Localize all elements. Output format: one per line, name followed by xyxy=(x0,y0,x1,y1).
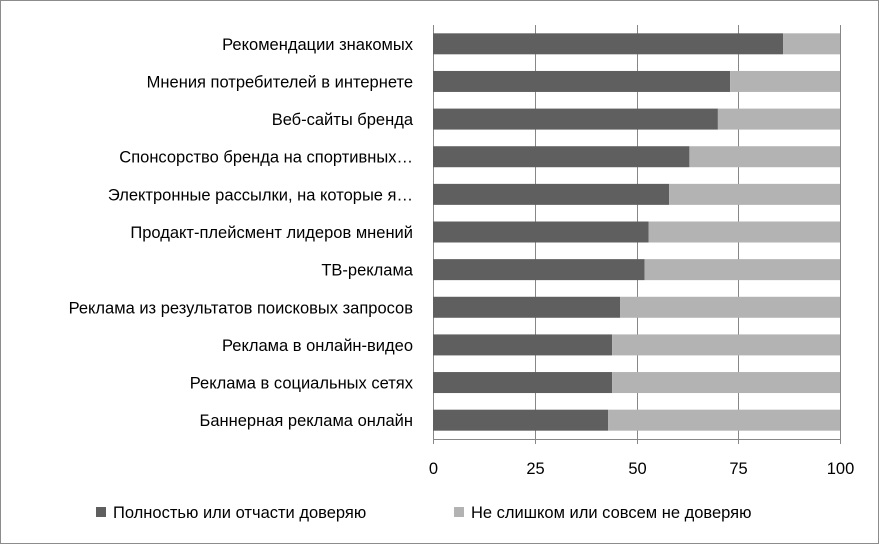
bar-trust xyxy=(433,409,609,431)
legend-label: Полностью или отчасти доверяю xyxy=(113,504,366,522)
bar-trust xyxy=(433,221,649,243)
legend-swatch xyxy=(96,507,106,517)
bar-trust xyxy=(433,70,731,92)
legend-label: Не слишком или совсем не доверяю xyxy=(471,504,751,522)
bar-distrust xyxy=(783,33,840,55)
category-labels: Рекомендации знакомых Мнения потребителей… xyxy=(69,36,414,430)
bar-distrust xyxy=(612,334,840,356)
category-label: Веб-сайты бренда xyxy=(272,111,414,129)
bar-trust xyxy=(433,146,690,168)
bar-distrust xyxy=(608,409,840,431)
legend-swatch xyxy=(454,507,464,517)
category-label: Мнения потребителей в интернете xyxy=(147,73,413,91)
bar-distrust xyxy=(669,183,840,205)
category-label: Реклама в социальных сетях xyxy=(190,375,414,393)
bar-trust xyxy=(433,296,621,318)
bar-trust xyxy=(433,259,645,281)
x-tick-label: 100 xyxy=(827,460,855,478)
x-tick-label: 25 xyxy=(526,460,544,478)
bar-trust xyxy=(433,334,613,356)
category-label: Реклама в онлайн-видео xyxy=(222,337,413,355)
category-label: Продакт-плейсмент лидеров мнений xyxy=(130,224,413,242)
category-label: Рекомендации знакомых xyxy=(222,36,414,54)
bar-trust xyxy=(433,183,670,205)
x-tick-labels: 0 25 50 75 100 xyxy=(429,460,854,478)
bar-distrust xyxy=(644,259,840,281)
bar-distrust xyxy=(612,372,840,394)
bar-trust xyxy=(433,372,613,394)
category-label: Спонсорство бренда на спортивных… xyxy=(119,149,413,167)
bar-trust xyxy=(433,108,718,130)
bars xyxy=(433,33,840,431)
x-tick-label: 75 xyxy=(729,460,747,478)
category-label: Реклама из результатов поисковых запросо… xyxy=(69,299,414,317)
category-label: ТВ-реклама xyxy=(321,262,413,280)
legend: Полностью или отчасти доверяю Не слишком … xyxy=(96,504,751,522)
bar-distrust xyxy=(648,221,840,243)
x-tick-label: 50 xyxy=(628,460,646,478)
x-tick-label: 0 xyxy=(429,460,438,478)
bar-distrust xyxy=(717,108,840,130)
bar-distrust xyxy=(620,296,840,318)
category-label: Баннерная реклама онлайн xyxy=(200,412,413,430)
category-label: Электронные рассылки, на которые я… xyxy=(108,186,413,204)
bar-distrust xyxy=(689,146,840,168)
bar-trust xyxy=(433,33,784,55)
bar-distrust xyxy=(730,70,840,92)
